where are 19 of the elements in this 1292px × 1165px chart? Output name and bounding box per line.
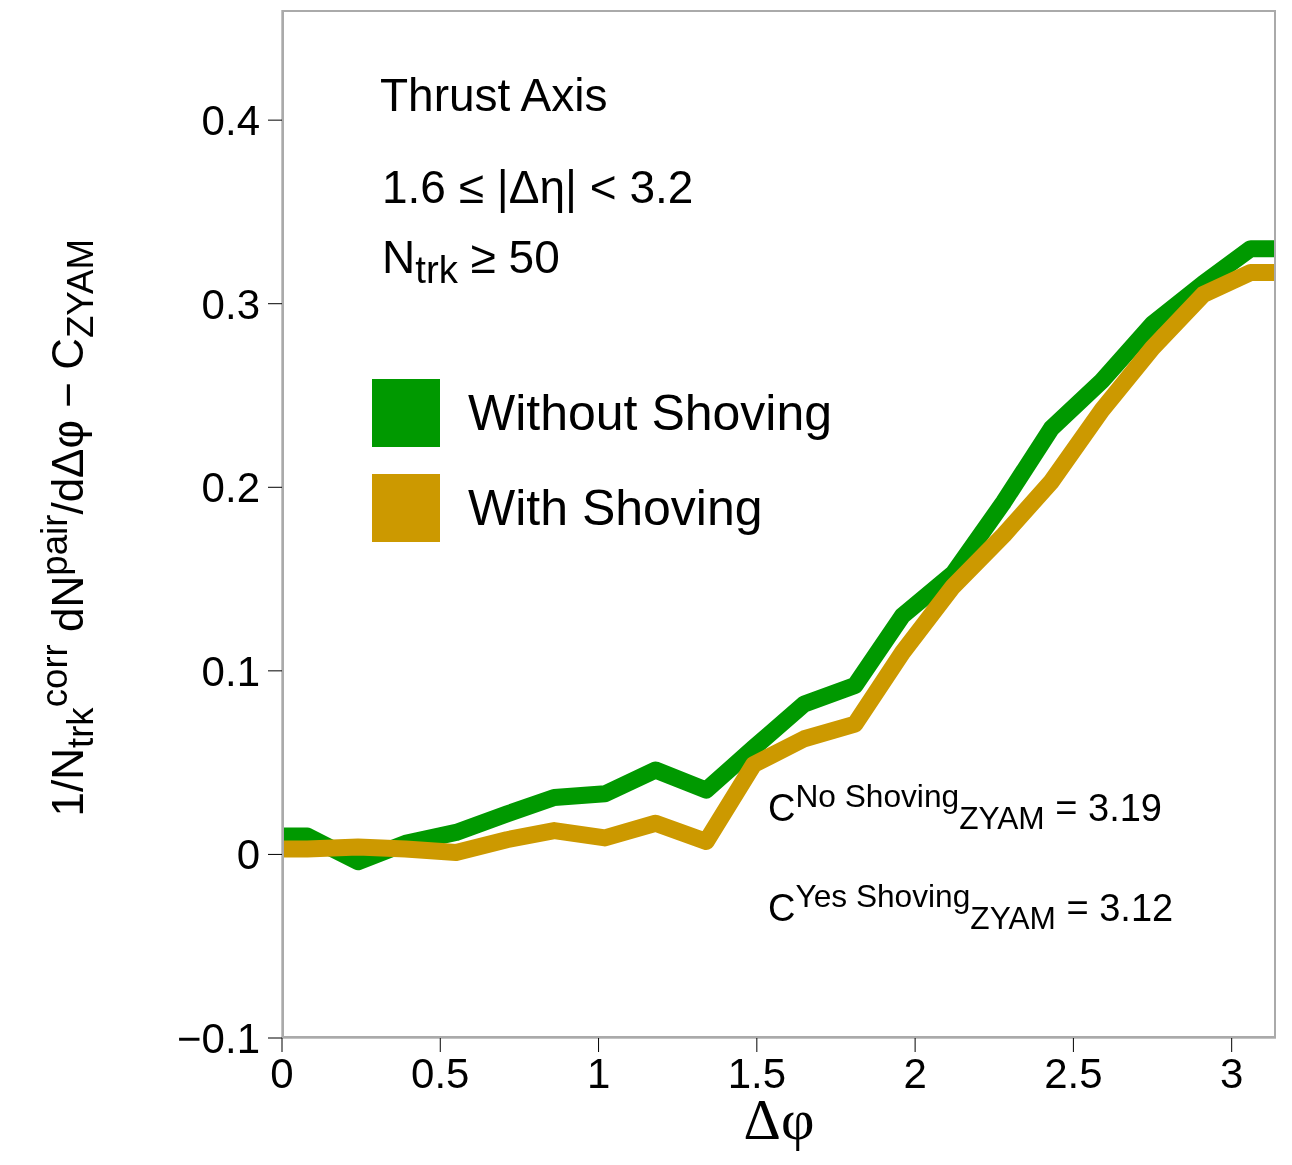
annotation: Thrust Axis (380, 68, 608, 122)
legend-label: With Shoving (468, 478, 763, 537)
x-tick-label: 3 (1220, 1049, 1244, 1097)
x-tick-label: 2.5 (1044, 1049, 1103, 1097)
y-tick-label: 0 (236, 831, 260, 879)
x-tick-label: 1 (586, 1049, 611, 1097)
y-tick-label: 0.2 (201, 464, 260, 512)
legend-label: Without Shoving (468, 383, 833, 442)
annotation: 1.6 ≤ |Δη| < 3.2 (382, 160, 694, 214)
x-tick-label: 0 (270, 1049, 294, 1097)
y-tick-label: −0.1 (177, 1014, 260, 1062)
annotation: N$_{trk}$ ≥ 50 (382, 230, 560, 293)
y-tick-label: 0.3 (201, 280, 260, 328)
y-tick-label: 0.4 (201, 97, 260, 145)
y-tick-label: 0.1 (201, 647, 260, 695)
x-tick-label: 2 (903, 1049, 927, 1097)
annotation: C$^{No Shoving}$$_{ZYAM}$ = 3.19 (768, 778, 1162, 838)
annotation: C$^{Yes Shoving}$$_{ZYAM}$ = 3.12 (768, 878, 1174, 938)
x-tick-label: 0.5 (411, 1049, 470, 1097)
